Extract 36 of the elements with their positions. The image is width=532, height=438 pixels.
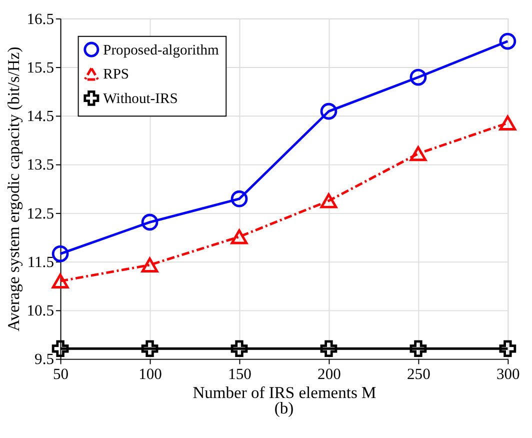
y-tick-label: 12.5 [26, 205, 54, 222]
point [230, 340, 248, 358]
x-tick-label: 100 [138, 366, 162, 383]
y-tick-label: 10.5 [26, 302, 54, 320]
y-tick-label: 9.5 [34, 351, 54, 368]
legend-label: Without-IRS [103, 91, 178, 108]
point [141, 214, 158, 231]
point [141, 258, 158, 272]
point [230, 190, 248, 208]
point [52, 274, 69, 288]
point [410, 340, 427, 358]
y-axis-title: Average system ergodic capacity (bit/s/Hz) [4, 46, 23, 332]
point [410, 146, 427, 162]
x-tick-label: 50 [53, 366, 69, 383]
x-tick-label: 300 [496, 366, 520, 383]
point [52, 340, 69, 358]
point [499, 340, 516, 358]
y-tick-label: 13.5 [26, 156, 54, 174]
legend-label: Proposed-algorithm [103, 42, 220, 58]
point [499, 116, 516, 130]
point [410, 68, 427, 86]
y-tick-label: 14.5 [26, 108, 54, 126]
x-tick-label: 150 [228, 366, 252, 383]
x-tick-label: 200 [318, 366, 342, 383]
y-tick-label: 11.5 [27, 254, 54, 271]
legend-label: RPS [103, 66, 130, 83]
point [320, 193, 338, 208]
y-tick-label: 16.5 [26, 10, 54, 28]
point [230, 229, 248, 244]
y-tick-label: 15.5 [26, 59, 54, 76]
point [141, 340, 158, 358]
point [320, 102, 338, 120]
point [320, 340, 338, 358]
x-tick-label: 250 [407, 366, 431, 383]
point [499, 32, 516, 50]
point [52, 245, 69, 262]
